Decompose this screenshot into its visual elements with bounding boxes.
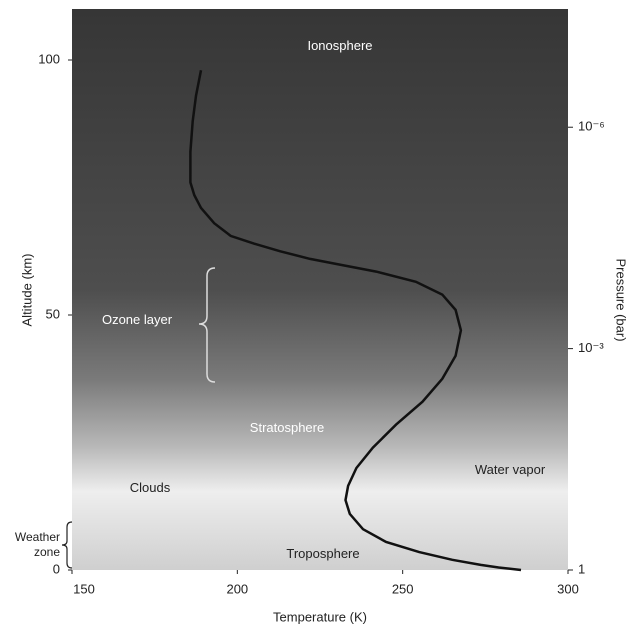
temperature-line bbox=[189, 69, 522, 572]
y-axis-label: Altitude (km) bbox=[19, 254, 34, 327]
annotation: Stratosphere bbox=[249, 420, 325, 435]
x-axis-label: Temperature (K) bbox=[273, 609, 367, 624]
background bbox=[72, 9, 568, 570]
y2-tick-label: 10⁻³ bbox=[578, 340, 604, 355]
y2-tick-label: 10⁻⁶ bbox=[578, 119, 605, 134]
y2-tick-label: 1 bbox=[578, 561, 585, 576]
annotation: Troposphere bbox=[286, 546, 360, 561]
annotation: Clouds bbox=[129, 480, 171, 495]
y-tick-label: 50 bbox=[46, 306, 60, 321]
weather-brace bbox=[61, 521, 73, 569]
x-tick-label: 150 bbox=[73, 581, 95, 596]
x-tick-label: 250 bbox=[392, 581, 414, 596]
annotation: Ionosphere bbox=[307, 38, 373, 53]
x-tick-label: 300 bbox=[557, 581, 579, 596]
annotation: Weather zone bbox=[14, 530, 60, 559]
y-tick-label: 0 bbox=[53, 561, 60, 576]
annotation: Water vapor bbox=[474, 462, 546, 477]
ozone-brace bbox=[198, 267, 216, 383]
y2-axis-label: Pressure (bar) bbox=[614, 258, 629, 341]
y-tick-label: 100 bbox=[38, 51, 60, 66]
x-tick-label: 200 bbox=[226, 581, 248, 596]
annotation: Ozone layer bbox=[101, 312, 173, 327]
